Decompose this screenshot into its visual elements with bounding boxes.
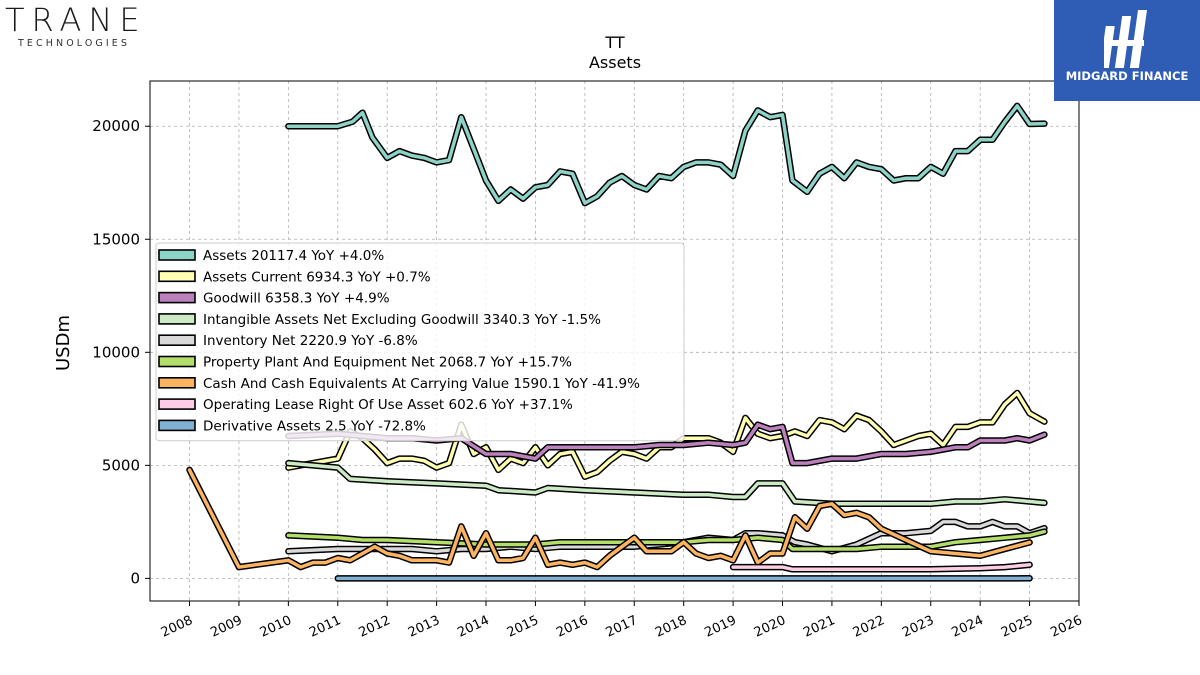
logo-wordmark: TRANE xyxy=(5,1,147,39)
x-tick-label: 2020 xyxy=(752,613,788,641)
x-tick-label: 2018 xyxy=(653,613,689,641)
series-line xyxy=(286,104,1047,205)
midgard-mark-icon xyxy=(1104,10,1147,68)
legend-entry: Cash And Cash Equivalents At Carrying Va… xyxy=(203,376,640,392)
x-tick-label: 2012 xyxy=(357,613,393,641)
legend-entry: Operating Lease Right Of Use Asset 602.6… xyxy=(203,397,573,413)
legend-swatch xyxy=(158,291,196,304)
series-line xyxy=(187,468,1032,569)
x-tick-label: 2011 xyxy=(307,613,343,641)
x-tick-label: 2016 xyxy=(554,613,590,641)
series-lines xyxy=(186,102,1048,582)
plot-area xyxy=(149,80,1080,602)
logo-name: MIDGARD FINANCE xyxy=(1065,69,1189,83)
chart-title: TT xyxy=(604,33,624,52)
legend-swatch xyxy=(158,334,196,347)
legend-swatch xyxy=(158,270,196,283)
x-tick-label: 2013 xyxy=(406,613,442,641)
series-line xyxy=(286,422,1047,465)
trane-technologies-logo: TRANE TECHNOLOGIES xyxy=(5,4,165,54)
x-tick-label: 2008 xyxy=(159,613,195,641)
chart-subtitle: Assets xyxy=(589,53,641,72)
legend-swatch xyxy=(158,376,196,389)
x-tick-label: 2015 xyxy=(505,613,541,641)
y-tick-label: 15000 xyxy=(92,230,140,248)
y-axis-label: USDm xyxy=(53,315,74,371)
legend-entry: Inventory Net 2220.9 YoY -6.8% xyxy=(203,333,418,349)
y-tick-label: 10000 xyxy=(92,343,140,361)
x-tick-label: 2025 xyxy=(999,613,1035,641)
x-tick-label: 2021 xyxy=(801,613,837,641)
midgard-finance-logo: MIDGARD FINANCE xyxy=(1054,0,1200,101)
y-tick-label: 0 xyxy=(130,569,140,587)
x-axis-ticks: 2008 2009 2010 2011 2012 2013 2014 2015 2016 2017… xyxy=(159,601,1085,641)
series-line xyxy=(286,461,1047,506)
legend-entry: Goodwill 6358.3 YoY +4.9% xyxy=(203,291,390,307)
x-tick-label: 2017 xyxy=(604,613,640,641)
y-tick-label: 20000 xyxy=(92,117,140,135)
legend-swatch xyxy=(158,313,196,325)
legend-swatch xyxy=(158,355,196,368)
legend-entry: Assets Current 6934.3 YoY +0.7% xyxy=(203,269,431,285)
x-tick-label: 2023 xyxy=(900,613,936,641)
logo-subtext: TECHNOLOGIES xyxy=(18,38,130,49)
legend-swatch xyxy=(158,249,196,261)
series-line xyxy=(731,563,1032,572)
y-axis-ticks: 0 5000 10000 15000 20000 xyxy=(92,117,150,587)
legend-box xyxy=(155,242,685,442)
x-tick-label: 2009 xyxy=(208,613,244,641)
legend-swatch xyxy=(158,419,196,432)
x-tick-label: 2019 xyxy=(702,613,738,641)
legend-entry: Property Plant And Equipment Net 2068.7 … xyxy=(203,355,572,371)
x-tick-label: 2014 xyxy=(455,613,491,641)
legend-swatch xyxy=(158,398,196,410)
y-tick-label: 5000 xyxy=(102,456,140,474)
x-tick-label: 2010 xyxy=(258,613,294,641)
x-tick-label: 2024 xyxy=(950,613,986,641)
x-tick-label: 2026 xyxy=(1048,613,1084,641)
x-tick-label: 2022 xyxy=(851,613,887,641)
legend-entry: Derivative Assets 2.5 YoY -72.8% xyxy=(203,418,426,434)
legend-entry: Intangible Assets Net Excluding Goodwill… xyxy=(203,312,601,328)
legend: Assets 20117.4 YoY +4.0% Assets Current 6… xyxy=(155,242,685,442)
legend-entry: Assets 20117.4 YoY +4.0% xyxy=(203,248,384,264)
